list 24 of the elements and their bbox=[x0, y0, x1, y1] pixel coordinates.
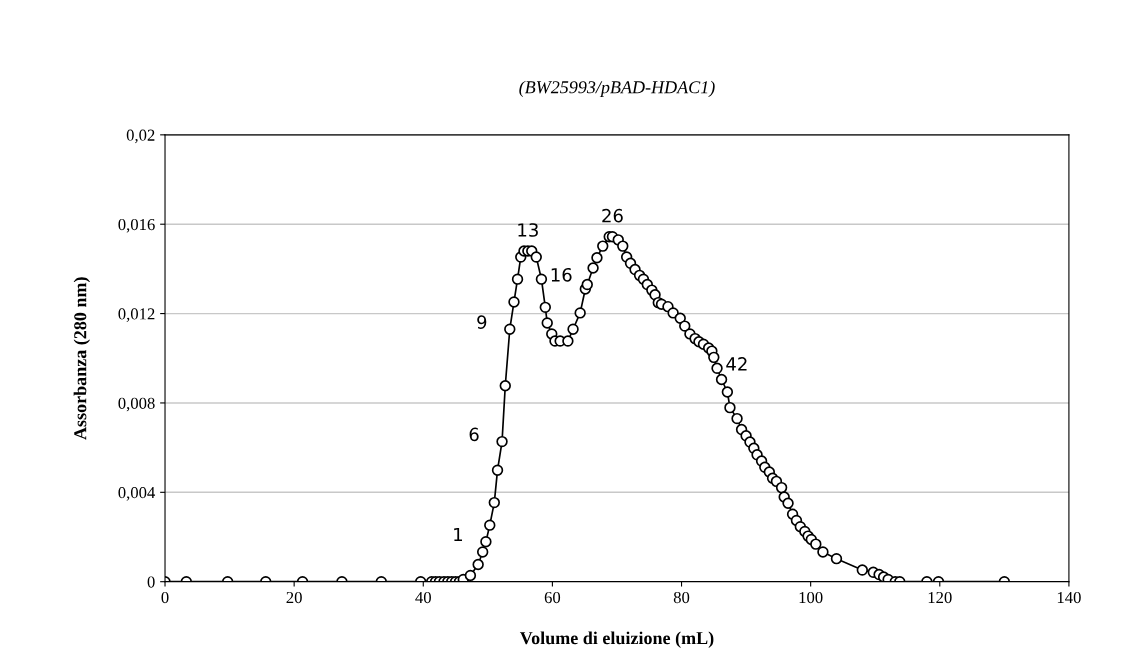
annotation: 13 bbox=[518, 223, 538, 237]
y-tick-label: 0,004 bbox=[118, 487, 156, 501]
y-tick-label: 0 bbox=[147, 576, 155, 588]
annotation: 9 bbox=[477, 315, 487, 329]
annotation: 1 bbox=[454, 527, 463, 542]
annotation: 6 bbox=[469, 427, 479, 442]
annotation: 16 bbox=[551, 267, 572, 282]
annotation: 42 bbox=[726, 357, 747, 371]
y-tick-label: 0,016 bbox=[118, 218, 155, 233]
y-tick-label: 0,012 bbox=[118, 308, 155, 322]
x-tick-label: 80 bbox=[673, 591, 690, 604]
x-tick-label: 60 bbox=[544, 591, 561, 604]
x-tick-label: 0 bbox=[161, 591, 169, 604]
x-tick-label: 40 bbox=[415, 591, 431, 604]
annotation: 26 bbox=[602, 208, 623, 223]
x-tick-label: 140 bbox=[1057, 591, 1081, 604]
y-tick-label: 0,008 bbox=[118, 397, 155, 412]
y-tick-label: 0,02 bbox=[126, 129, 155, 144]
y-axis-title: Assorbanza (280 nm) bbox=[73, 277, 91, 440]
x-tick-label: 20 bbox=[286, 591, 302, 604]
chart-title: (BW25993/pBAD-HDAC1) bbox=[519, 80, 715, 98]
x-axis-title: Volume di eluizione (mL) bbox=[519, 631, 714, 648]
x-tick-label: 100 bbox=[799, 591, 823, 604]
x-tick-label: 120 bbox=[928, 591, 952, 604]
